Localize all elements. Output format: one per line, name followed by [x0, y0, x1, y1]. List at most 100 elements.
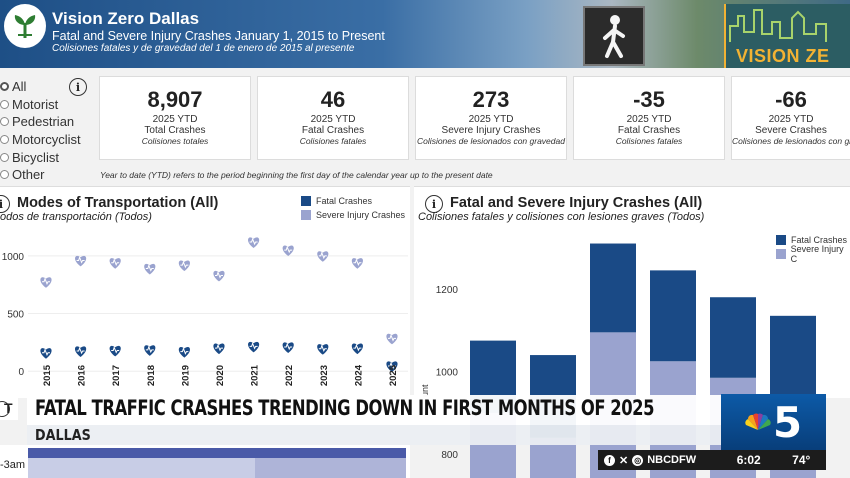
kpi-fatal-change: -35 2025 YTD Fatal Crashes Colisiones fa…: [573, 76, 725, 160]
severe-injury-point[interactable]: [75, 255, 87, 267]
pulse-line: [284, 245, 293, 254]
kpi-value: -66: [775, 87, 807, 112]
kpi-label-es: Colisiones de lesionados con gravedad: [417, 136, 565, 146]
pulse-line: [76, 346, 85, 355]
y-axis-label: unt: [420, 384, 430, 397]
modes-subtitle: odos de transportación (Todos): [0, 211, 152, 223]
x-icon: ✕: [619, 454, 629, 467]
modes-title: Modes of Transportation (All): [17, 195, 219, 211]
modes-legend: Fatal Crashes Severe Injury Crashes: [301, 194, 405, 222]
radio-icon[interactable]: [0, 170, 9, 180]
severe-injury-point[interactable]: [317, 251, 329, 262]
vision-zero-logo-icon: [4, 4, 46, 48]
fatal-point[interactable]: [351, 343, 363, 355]
radio-icon[interactable]: [0, 152, 9, 162]
y-tick-label: 800: [441, 450, 458, 461]
filter-option-other[interactable]: Other: [0, 166, 95, 184]
severe-injury-point[interactable]: [178, 260, 190, 272]
nbc5-logo: 5: [721, 394, 826, 450]
mode-filter: All Motorist Pedestrian Motorcyclist Bic…: [0, 78, 95, 184]
partial-title: T: [4, 400, 13, 416]
kpi-value: 46: [320, 87, 346, 112]
x-tick-label: 2018: [146, 365, 157, 386]
kpi-period: 2025 YTD: [310, 114, 356, 125]
modes-chart: 0 500 1000 2015 2016 2017 2018 2019 2020 2021 2022…: [2, 237, 408, 386]
temperature: 74°: [792, 453, 811, 467]
pulse-line: [388, 333, 396, 342]
severe-injury-point[interactable]: [248, 237, 260, 248]
info-icon[interactable]: i: [69, 78, 87, 96]
filter-option-all[interactable]: All: [0, 78, 95, 96]
legend-item-severe: Severe Injury C: [776, 244, 850, 264]
pedestrian-signal-icon: [583, 6, 645, 66]
kpi-fatal-crashes: 46 2025 YTD Fatal Crashes Colisiones fat…: [257, 76, 409, 160]
crashes-subtitle: Colisiones fatales y colisiones con lesi…: [418, 211, 705, 223]
x-tick-label: 2020: [215, 365, 226, 386]
pulse-line: [180, 260, 189, 269]
kpi-period: 2025 YTD: [768, 114, 814, 125]
fatal-point[interactable]: [178, 347, 190, 358]
clock-time: 6:02: [736, 453, 761, 467]
fatal-bar[interactable]: [650, 270, 696, 362]
fatal-point[interactable]: [248, 341, 260, 353]
info-icon[interactable]: i: [425, 195, 443, 213]
pulse-line: [318, 251, 327, 260]
fatal-point[interactable]: [109, 345, 121, 357]
news-headline: FATAL TRAFFIC CRASHES TRENDING DOWN IN F…: [35, 396, 655, 420]
filter-option-pedestrian[interactable]: Pedestrian: [0, 113, 95, 131]
instagram-icon: ◎: [632, 454, 644, 466]
pulse-line: [249, 341, 258, 350]
pulse-line: [111, 258, 120, 266]
lower-third-location-bar: [27, 425, 721, 445]
x-tick-label: 2017: [111, 365, 122, 386]
fatal-bar[interactable]: [770, 315, 816, 399]
kpi-label: Severe Crashes: [755, 125, 827, 136]
fatal-point[interactable]: [213, 343, 225, 355]
pulse-line: [249, 237, 258, 246]
modes-panel: i Modes of Transportation (All) odos de …: [0, 186, 410, 398]
legend-item-fatal: Fatal Crashes: [776, 233, 850, 247]
legend-swatch: [301, 210, 311, 220]
kpi-period: 2025 YTD: [626, 114, 672, 125]
fatal-point[interactable]: [75, 346, 87, 357]
kpi-value: 8,907: [147, 87, 203, 112]
severe-injury-point[interactable]: [351, 258, 363, 269]
radio-icon[interactable]: [0, 117, 9, 127]
severe-injury-point[interactable]: [386, 333, 398, 345]
heatmap-row: [28, 458, 406, 478]
radio-selected-icon[interactable]: [0, 82, 9, 92]
fatal-point[interactable]: [386, 361, 398, 372]
y-tick-label: 500: [7, 310, 24, 321]
fatal-point[interactable]: [40, 348, 52, 359]
station-number: 5: [772, 397, 803, 447]
kpi-label-es: Colisiones fatales: [615, 136, 683, 146]
heatmap-row-label: -3am: [0, 459, 26, 471]
fatal-point[interactable]: [144, 345, 156, 356]
pulse-line: [76, 256, 85, 264]
radio-icon[interactable]: [0, 135, 9, 145]
severe-injury-point[interactable]: [40, 277, 52, 288]
radio-icon[interactable]: [0, 99, 9, 109]
kpi-label: Fatal Crashes: [617, 125, 681, 136]
x-tick-label: 2016: [77, 365, 88, 386]
fatal-bar[interactable]: [590, 243, 636, 333]
filter-option-motorist[interactable]: Motorist: [0, 96, 95, 114]
severe-injury-point[interactable]: [282, 245, 294, 257]
crashes-legend: Fatal Crashes Severe Injury C: [776, 233, 850, 264]
severe-injury-point[interactable]: [213, 270, 225, 282]
x-tick-label: 2015: [42, 364, 53, 386]
social-bar: f ✕ ◎ NBCDFW: [598, 450, 721, 470]
severe-injury-point[interactable]: [144, 263, 156, 275]
fatal-point[interactable]: [317, 344, 329, 355]
kpi-period: 2025 YTD: [468, 114, 514, 125]
pulse-line: [42, 348, 50, 356]
filter-option-bicyclist[interactable]: Bicyclist: [0, 148, 95, 166]
fatal-bar[interactable]: [710, 297, 756, 378]
filter-option-motorcyclist[interactable]: Motorcyclist: [0, 131, 95, 149]
fatal-point[interactable]: [282, 342, 294, 353]
pulse-line: [180, 347, 189, 355]
crashes-title: Fatal and Severe Injury Crashes (All): [450, 195, 703, 211]
severe-injury-point[interactable]: [109, 258, 121, 269]
lower-third-bar: [27, 395, 721, 425]
kpi-total-crashes: 8,907 2025 YTD Total Crashes Colisiones …: [99, 76, 251, 160]
